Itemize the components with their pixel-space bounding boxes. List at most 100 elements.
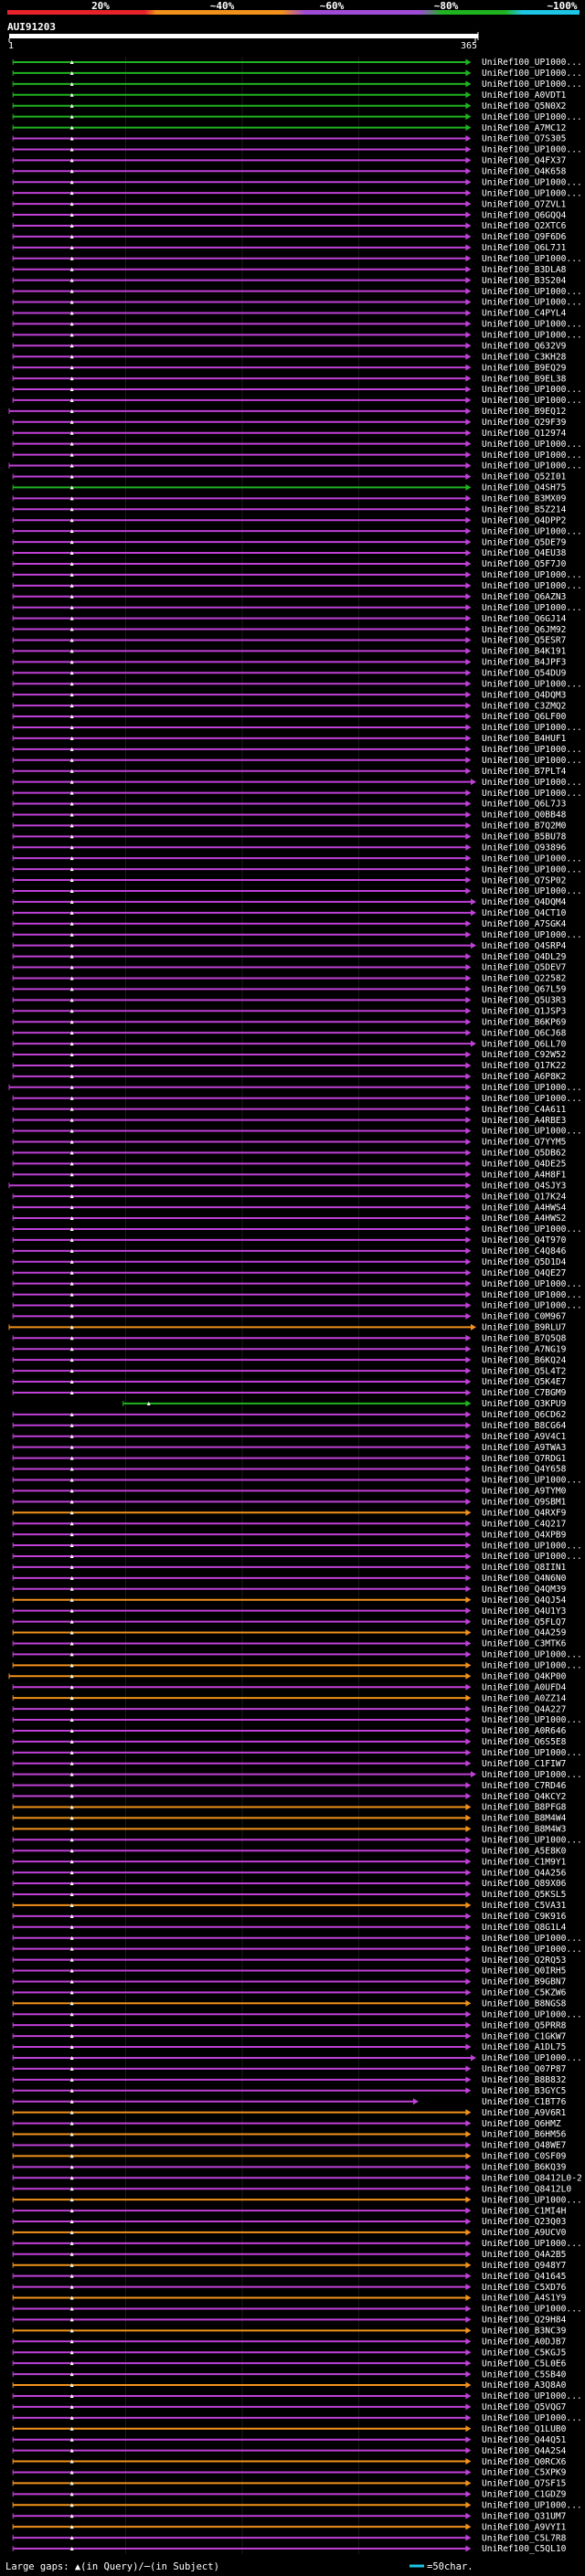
hit-label[interactable]: UniRef100_UP1000...	[482, 2009, 582, 2019]
hit-row[interactable]: UniRef100_A9VYI1	[12, 2522, 567, 2532]
hit-label[interactable]: UniRef100_A4H8F1	[482, 1170, 567, 1180]
hit-row[interactable]: UniRef100_Q8412L0-2	[12, 2173, 582, 2183]
hit-label[interactable]: UniRef100_Q0RCX6	[482, 2457, 567, 2467]
hit-label[interactable]: UniRef100_Q1LUB0	[482, 2424, 567, 2434]
hit-row[interactable]: UniRef100_Q632V9	[12, 341, 567, 351]
hit-label[interactable]: UniRef100_B3NC39	[482, 2327, 567, 2337]
hit-row[interactable]: UniRef100_A7NG19	[12, 1344, 567, 1354]
hit-row[interactable]: UniRef100_Q48WE7	[12, 2141, 567, 2151]
hit-label[interactable]: UniRef100_UP1000...	[482, 461, 582, 472]
hit-row[interactable]: UniRef100_A9V4C1	[12, 1432, 567, 1442]
hit-row[interactable]: UniRef100_B4HUF1	[12, 734, 567, 744]
hit-row[interactable]: UniRef100_A4HWS4	[12, 1203, 567, 1213]
hit-label[interactable]: UniRef100_B7PLT4	[482, 767, 567, 777]
hit-row[interactable]: UniRef100_B3GYC5	[12, 2086, 566, 2096]
hit-label[interactable]: UniRef100_C5XPK9	[482, 2468, 567, 2478]
hit-label[interactable]: UniRef100_UP1000...	[482, 603, 582, 613]
hit-label[interactable]: UniRef100_UP1000...	[482, 2239, 582, 2249]
hit-label[interactable]: UniRef100_Q3KPU9	[482, 1399, 567, 1409]
hit-row[interactable]: UniRef100_Q9F6D6	[12, 232, 567, 242]
hit-row[interactable]: UniRef100_A0UFD4	[12, 1682, 567, 1692]
hit-row[interactable]: UniRef100_UP1000...	[12, 1279, 582, 1289]
hit-row[interactable]: UniRef100_C5L7R8	[12, 2533, 567, 2543]
hit-label[interactable]: UniRef100_UP1000...	[482, 1279, 582, 1289]
hit-label[interactable]: UniRef100_Q22582	[482, 974, 566, 984]
hit-row[interactable]: UniRef100_Q12974	[12, 429, 567, 439]
hit-label[interactable]: UniRef100_Q93896	[482, 843, 567, 853]
hit-row[interactable]: UniRef100_Q5D1D4	[12, 1257, 567, 1267]
hit-row[interactable]: UniRef100_C0SF09	[12, 2152, 567, 2162]
hit-label[interactable]: UniRef100_Q12974	[482, 429, 567, 439]
hit-label[interactable]: UniRef100_Q17K24	[482, 1192, 567, 1202]
hit-row[interactable]: UniRef100_UP1000...	[12, 1650, 582, 1660]
hit-label[interactable]: UniRef100_Q5F7J0	[482, 559, 567, 569]
hit-label[interactable]: UniRef100_UP1000...	[482, 756, 582, 766]
hit-row[interactable]: UniRef100_Q89X06	[12, 1879, 567, 1889]
hit-row[interactable]: UniRef100_Q1JSP3	[12, 1006, 567, 1016]
hit-row[interactable]: UniRef100_UP1000...	[12, 1661, 582, 1671]
hit-row[interactable]: UniRef100_Q7ZVL1	[12, 199, 567, 209]
hit-row[interactable]: UniRef100_Q4SH75	[12, 483, 566, 493]
hit-label[interactable]: UniRef100_A9V4C1	[482, 1432, 567, 1442]
hit-row[interactable]: UniRef100_C92W52	[12, 1050, 566, 1060]
hit-label[interactable]: UniRef100_UP1000...	[482, 1934, 582, 1944]
hit-row[interactable]: UniRef100_A0R646	[12, 1726, 567, 1736]
hit-row[interactable]: UniRef100_Q5K4E7	[12, 1377, 567, 1387]
hit-label[interactable]: UniRef100_Q31UM7	[482, 2511, 567, 2521]
hit-row[interactable]: UniRef100_Q0BB48	[12, 811, 567, 821]
hit-row[interactable]: UniRef100_UP1000...	[12, 2500, 582, 2510]
hit-label[interactable]: UniRef100_Q4K658	[482, 167, 567, 177]
hit-row[interactable]: UniRef100_UP1000...	[12, 69, 582, 79]
hit-row[interactable]: UniRef100_UP1000...	[12, 1301, 582, 1311]
hit-row[interactable]: UniRef100_Q5KSL5	[12, 1890, 566, 1900]
hit-row[interactable]: UniRef100_Q4A259	[12, 1628, 567, 1638]
hit-label[interactable]: UniRef100_Q6HMZ	[482, 2119, 561, 2129]
hit-row[interactable]: UniRef100_Q54DU9	[12, 668, 567, 678]
hit-row[interactable]: UniRef100_Q4K658	[12, 167, 567, 177]
hit-label[interactable]: UniRef100_A9VYI1	[482, 2522, 567, 2532]
hit-label[interactable]: UniRef100_UP1000...	[482, 2305, 582, 2315]
hit-label[interactable]: UniRef100_Q5DB62	[482, 1149, 566, 1159]
hit-row[interactable]: UniRef100_Q948Y7	[12, 2261, 567, 2271]
hit-label[interactable]: UniRef100_C5KZW6	[482, 1988, 567, 1998]
hit-row[interactable]: UniRef100_Q4QE27	[12, 1268, 567, 1278]
hit-row[interactable]: UniRef100_B8M4W3	[12, 1825, 567, 1835]
hit-row[interactable]: UniRef100_C5QL10	[12, 2544, 567, 2554]
hit-row[interactable]: UniRef100_UP1000...	[12, 2413, 582, 2423]
hit-label[interactable]: UniRef100_UP1000...	[482, 177, 582, 187]
hit-row[interactable]: UniRef100_Q31UM7	[12, 2511, 567, 2521]
hit-label[interactable]: UniRef100_Q6JM92	[482, 625, 566, 635]
hit-row[interactable]: UniRef100_C5SB40	[12, 2369, 567, 2380]
hit-label[interactable]: UniRef100_Q7S305	[482, 134, 566, 144]
hit-label[interactable]: UniRef100_UP1000...	[482, 1083, 582, 1093]
hit-label[interactable]: UniRef100_B4HUF1	[482, 734, 567, 744]
hit-label[interactable]: UniRef100_Q89X06	[482, 1879, 567, 1889]
hit-label[interactable]: UniRef100_Q6GQQ4	[482, 210, 567, 220]
hit-row[interactable]: UniRef100_UP1000...	[12, 188, 582, 198]
hit-label[interactable]: UniRef100_Q4CT10	[482, 908, 567, 918]
hit-label[interactable]: UniRef100_B7Q5Q8	[482, 1334, 567, 1344]
hit-row[interactable]: UniRef100_UP1000...	[12, 1770, 582, 1780]
hit-row[interactable]: UniRef100_UP1000...	[8, 461, 582, 472]
hit-label[interactable]: UniRef100_Q7ZVL1	[482, 199, 567, 209]
hit-label[interactable]: UniRef100_A6P8K2	[482, 1072, 566, 1082]
hit-row[interactable]: UniRef100_UP1000...	[12, 1541, 582, 1551]
hit-label[interactable]: UniRef100_UP1000...	[482, 188, 582, 198]
hit-row[interactable]: UniRef100_Q0IRH5	[12, 1966, 566, 1977]
hit-row[interactable]: UniRef100_UP1000...	[12, 886, 582, 896]
hit-label[interactable]: UniRef100_Q0IRH5	[482, 1966, 566, 1977]
hit-label[interactable]: UniRef100_C5VA31	[482, 1901, 567, 1911]
hit-label[interactable]: UniRef100_UP1000...	[482, 1770, 582, 1780]
hit-label[interactable]: UniRef100_UP1000...	[482, 853, 582, 864]
hit-row[interactable]: UniRef100_Q2RQ53	[12, 1956, 567, 1966]
hit-label[interactable]: UniRef100_UP1000...	[482, 2391, 582, 2401]
hit-row[interactable]: UniRef100_Q07P87	[12, 2064, 567, 2074]
hit-label[interactable]: UniRef100_UP1000...	[482, 570, 582, 580]
hit-label[interactable]: UniRef100_B8NGS8	[482, 1999, 567, 2009]
hit-row[interactable]: UniRef100_Q5FLQ7	[12, 1617, 567, 1627]
hit-label[interactable]: UniRef100_Q9F6D6	[482, 232, 567, 242]
hit-row[interactable]: UniRef100_Q5VQG7	[12, 2402, 567, 2412]
hit-row[interactable]: UniRef100_Q5L4T2	[12, 1366, 566, 1376]
hit-row[interactable]: UniRef100_B9GBN7	[12, 1977, 567, 1988]
hit-row[interactable]: UniRef100_A9UCV0	[12, 2228, 567, 2238]
